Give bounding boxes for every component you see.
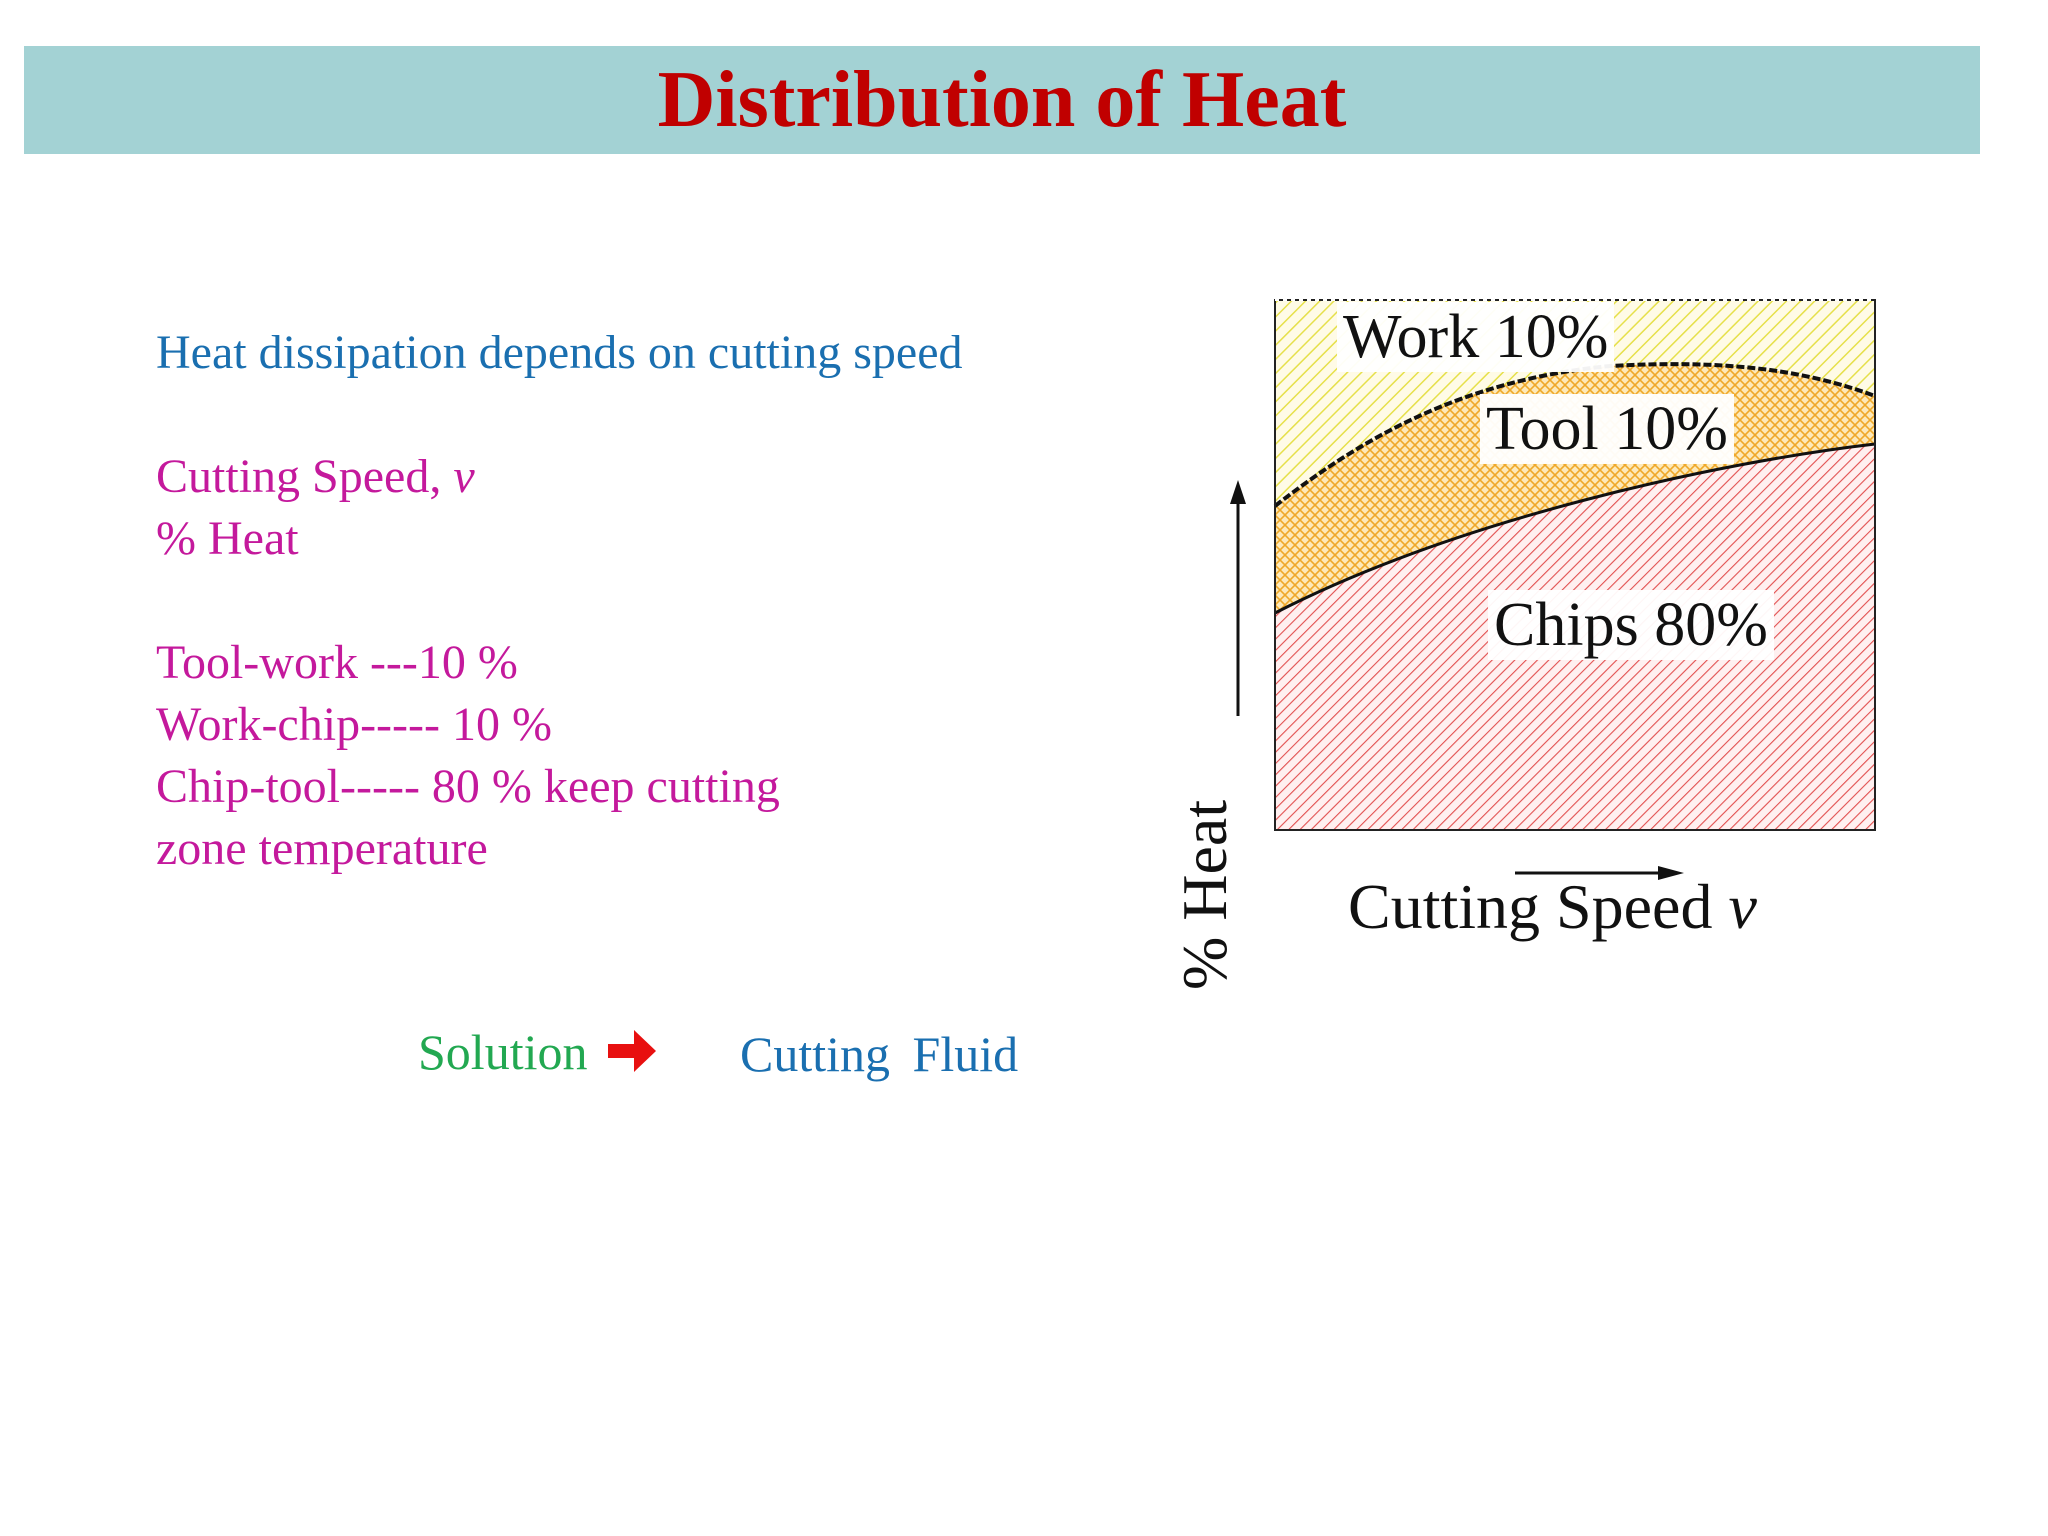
- tool-work-line: Tool-work ---10 %: [156, 636, 518, 689]
- slide-title: Distribution of Heat: [657, 56, 1347, 144]
- chips-region-label: Chips 80%: [1488, 590, 1774, 660]
- title-bar: Distribution of Heat: [24, 46, 1980, 154]
- y-axis-arrow: [1230, 480, 1246, 716]
- speed-prefix: Cutting Speed,: [156, 450, 454, 503]
- x-axis-label-prefix: Cutting Speed: [1348, 871, 1729, 942]
- arrow-right-icon: [608, 1030, 656, 1072]
- zone-temperature-line: zone temperature: [156, 822, 488, 875]
- solution-label: Solution: [418, 1024, 588, 1080]
- y-axis-label: % Heat: [1169, 799, 1240, 990]
- speed-symbol: v: [453, 450, 475, 503]
- x-axis-label-symbol: v: [1728, 871, 1757, 942]
- work-chip-line: Work-chip----- 10 %: [156, 698, 552, 751]
- tool-region-label: Tool 10%: [1480, 394, 1734, 464]
- x-axis-arrow: [1515, 866, 1684, 880]
- intro-text: Heat dissipation depends on cutting spee…: [156, 326, 963, 379]
- work-region-label: Work 10%: [1337, 302, 1615, 372]
- heat-distribution-figure: Work 10% Tool 10% Chips 80% % Heat Cutti…: [1160, 290, 1920, 990]
- heat-line: % Heat: [156, 512, 299, 565]
- chip-tool-line: Chip-tool----- 80 % keep cutting: [156, 760, 780, 813]
- cutting-fluid-text: Cutting Fluid: [740, 1026, 1019, 1082]
- tool-chip-boundary: [1274, 442, 1876, 615]
- speed-line: Cutting Speed, v: [156, 446, 475, 508]
- x-axis-label: Cutting Speed v: [1348, 872, 1757, 942]
